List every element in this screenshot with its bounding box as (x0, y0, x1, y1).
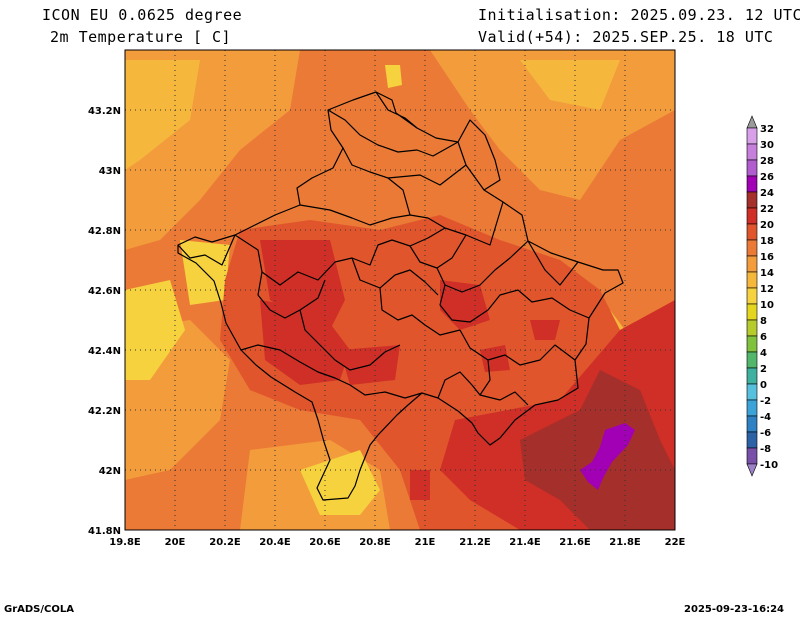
footer-timestamp: 2025-09-23-16:24 (684, 604, 784, 615)
x-tick-label: 20.4E (259, 537, 291, 548)
colorbar-swatch (746, 239, 758, 257)
x-tick-label: 21.2E (459, 537, 491, 548)
lat-lon-grid (125, 50, 675, 530)
colorbar-swatch (746, 351, 758, 369)
colorbar-label: 8 (760, 316, 767, 327)
colorbar-label: 28 (760, 156, 774, 167)
colorbar-swatch (746, 127, 758, 145)
colorbar-label: -4 (760, 412, 771, 423)
footer-credit: GrADS/COLA (4, 604, 74, 615)
colorbar-swatch (746, 143, 758, 161)
colorbar-label: 22 (760, 204, 774, 215)
colorbar-swatch (746, 383, 758, 401)
x-tick-label: 20.6E (309, 537, 341, 548)
x-tick-label: 19.8E (109, 537, 141, 548)
colorbar-swatch (746, 399, 758, 417)
colorbar-label: 2 (760, 364, 767, 375)
temperature-field (125, 50, 675, 530)
municipal-boundaries (177, 91, 624, 501)
colorbar-label: 18 (760, 236, 774, 247)
colorbar-swatch (746, 415, 758, 433)
colorbar-label: 14 (760, 268, 774, 279)
y-tick-label: 42.4N (88, 346, 121, 357)
y-tick-label: 42.6N (88, 286, 121, 297)
y-tick-label: 42.2N (88, 406, 121, 417)
colorbar-label: 32 (760, 124, 774, 135)
y-axis-labels: 43.2N 43N 42.8N 42.6N 42.4N 42.2N 42N 41… (88, 106, 121, 537)
y-tick-label: 43N (99, 166, 121, 177)
x-tick-label: 21.8E (609, 537, 641, 548)
colorbar-swatch (746, 191, 758, 209)
valid-time: Valid(+54): 2025.SEP.25. 18 UTC (478, 28, 774, 46)
colorbar-label: 16 (760, 252, 774, 263)
colorbar-swatch (746, 431, 758, 449)
y-tick-label: 41.8N (88, 526, 121, 537)
y-tick-label: 43.2N (88, 106, 121, 117)
colorbar-under-arrow (746, 463, 758, 477)
init-time: Initialisation: 2025.09.23. 12 UTC (478, 6, 800, 24)
x-tick-label: 20E (165, 537, 186, 548)
colorbar-label: 4 (760, 348, 767, 359)
colorbar-swatch (746, 303, 758, 321)
colorbar-label: 10 (760, 300, 774, 311)
colorbar-label: 30 (760, 140, 774, 151)
x-tick-label: 20.8E (359, 537, 391, 548)
colorbar-swatch (746, 335, 758, 353)
y-tick-label: 42.8N (88, 226, 121, 237)
colorbar-label: -8 (760, 444, 771, 455)
x-tick-label: 22E (665, 537, 686, 548)
colorbar-swatch (746, 367, 758, 385)
variable-title: 2m Temperature [ C] (50, 28, 232, 46)
colorbar-swatch (746, 287, 758, 305)
colorbar-label: 24 (760, 188, 774, 199)
colorbar-swatch (746, 271, 758, 289)
colorbar-label: -10 (760, 460, 778, 471)
colorbar-swatch (746, 207, 758, 225)
colorbar-swatch (746, 319, 758, 337)
colorbar-label: 26 (760, 172, 774, 183)
colorbar-over-arrow (746, 115, 758, 129)
y-tick-label: 42N (99, 466, 121, 477)
colorbar-swatch (746, 223, 758, 241)
x-tick-label: 21.6E (559, 537, 591, 548)
colorbar-label: -2 (760, 396, 771, 407)
colorbar-swatch (746, 159, 758, 177)
x-tick-label: 21E (415, 537, 436, 548)
colorbar-label: 12 (760, 284, 774, 295)
plot-frame (124, 49, 676, 531)
colorbar-label: 6 (760, 332, 767, 343)
colorbar-label: 20 (760, 220, 774, 231)
x-tick-label: 21.4E (509, 537, 541, 548)
colorbar-label: -6 (760, 428, 771, 439)
colorbar-swatch (746, 175, 758, 193)
colorbar-label: 0 (760, 380, 767, 391)
model-title: ICON EU 0.0625 degree (42, 6, 243, 24)
colorbar-swatch (746, 447, 758, 465)
x-tick-label: 20.2E (209, 537, 241, 548)
x-axis-labels: 19.8E 20E 20.2E 20.4E 20.6E 20.8E 21E 21… (109, 537, 685, 548)
colorbar-swatch (746, 255, 758, 273)
